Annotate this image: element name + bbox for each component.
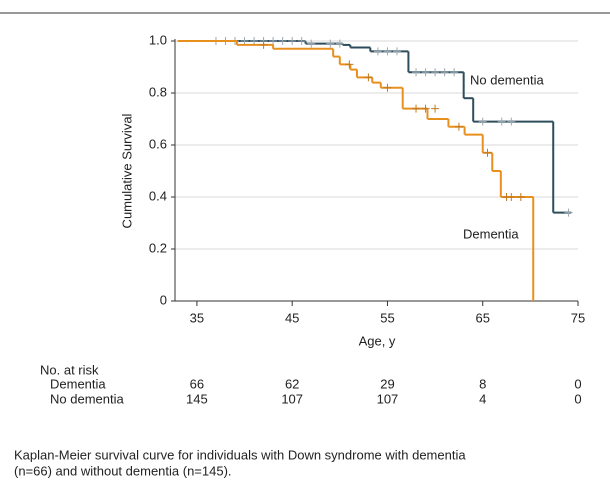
censor-mark [431, 104, 440, 113]
x-tick-label: 45 [285, 310, 299, 325]
risk-count: 107 [281, 391, 303, 406]
censor-mark [278, 37, 287, 45]
censor-mark [516, 193, 525, 201]
censor-mark [364, 73, 373, 82]
censor-mark [326, 39, 335, 48]
censor-mark [497, 117, 506, 126]
x-tick-label: 75 [571, 310, 585, 325]
series-label: No dementia [470, 72, 544, 87]
caption: Kaplan-Meier survival curve for individu… [14, 447, 466, 462]
risk-count: 0 [574, 376, 581, 391]
censor-mark [250, 37, 259, 45]
censor-mark [507, 193, 516, 201]
censor-mark [440, 68, 449, 77]
censor-mark [483, 148, 492, 157]
series-label: Dementia [463, 226, 519, 241]
censor-mark [259, 40, 268, 49]
censor-mark [412, 68, 421, 77]
y-tick-label: 0.6 [149, 136, 167, 151]
censor-mark [373, 47, 382, 56]
censor-mark [240, 37, 249, 45]
y-axis-label: Cumulative Survival [119, 113, 134, 228]
risk-count: 0 [574, 391, 581, 406]
censor-mark [478, 117, 487, 126]
censor-mark [431, 68, 440, 77]
censor-mark [345, 60, 354, 69]
y-tick-label: 0.4 [149, 188, 167, 203]
censor-mark [421, 104, 430, 113]
risk-count: 66 [190, 376, 204, 391]
censor-mark [269, 37, 278, 45]
x-axis-label: Age, y [359, 333, 396, 348]
risk-count: 8 [479, 376, 486, 391]
risk-count: 62 [285, 376, 299, 391]
caption: (n=66) and without dementia (n=145). [14, 463, 232, 478]
risk-count: 29 [380, 376, 394, 391]
censor-mark [392, 47, 401, 56]
x-tick-label: 65 [475, 310, 489, 325]
x-tick-label: 55 [380, 310, 394, 325]
risk-title: No. at risk [40, 362, 99, 377]
x-tick-label: 35 [190, 310, 204, 325]
risk-count: 107 [377, 391, 399, 406]
censor-mark [288, 37, 297, 45]
censor-mark [421, 68, 430, 77]
censor-mark [297, 37, 306, 45]
censor-mark [307, 39, 316, 48]
y-tick-label: 0.2 [149, 240, 167, 255]
censor-mark [450, 68, 459, 77]
censor-mark [383, 47, 392, 56]
risk-count: 4 [479, 391, 486, 406]
censor-mark [507, 117, 516, 126]
risk-row-label: No dementia [50, 391, 124, 406]
y-tick-label: 0 [160, 292, 167, 307]
risk-count: 145 [186, 391, 208, 406]
censor-mark [335, 39, 344, 48]
y-tick-label: 0.8 [149, 84, 167, 99]
censor-mark [383, 83, 392, 92]
y-tick-label: 1.0 [149, 32, 167, 47]
risk-row-label: Dementia [50, 376, 106, 391]
censor-mark [564, 208, 573, 217]
censor-mark [454, 122, 463, 131]
censor-mark [412, 104, 421, 113]
